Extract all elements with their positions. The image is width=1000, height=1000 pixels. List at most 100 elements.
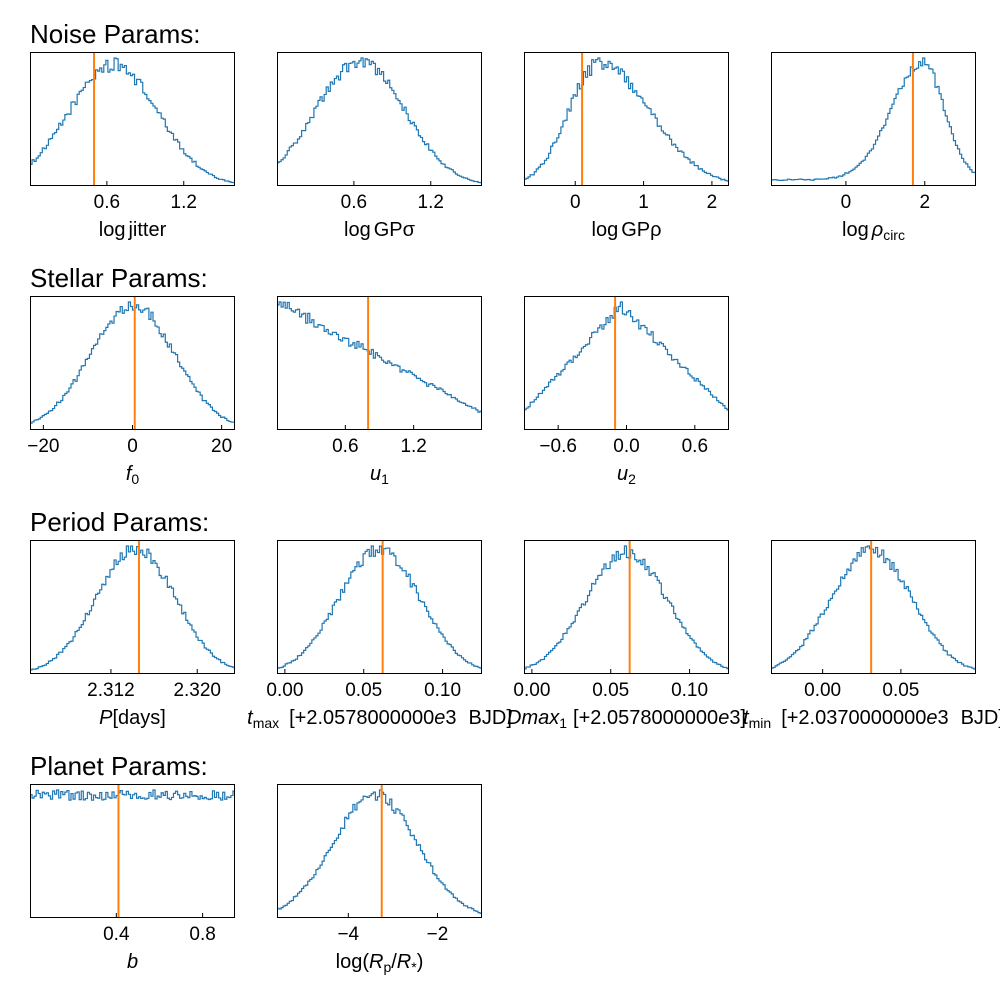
x-axis-label-part: BJD] — [961, 707, 1000, 729]
x-tick-label: 0.05 — [592, 680, 629, 701]
histogram-series — [771, 57, 976, 182]
x-axis-label-part: * — [411, 959, 417, 975]
x-tick-label: 0.05 — [882, 680, 919, 701]
x-tick-label: −2 — [427, 924, 449, 945]
x-axis-label-part: R — [397, 951, 411, 973]
x-tick-label: 0 — [841, 192, 852, 213]
x-axis-label-part: Dmax — [507, 707, 560, 729]
plot-frame — [771, 540, 976, 674]
x-tick-label: 0.05 — [345, 680, 382, 701]
x-axis-label-part: R — [369, 951, 383, 973]
x-axis-label: log jitter — [99, 219, 167, 241]
x-tick-label: 0.0 — [613, 436, 639, 457]
section-title-planet: Planet Params: — [30, 751, 208, 781]
section-title-stellar: Stellar Params: — [30, 263, 208, 293]
histogram-panel: 0 2 log ρcirc — [771, 52, 976, 243]
x-tick-label: 1.2 — [400, 436, 426, 457]
x-axis-label-part: circ — [883, 227, 905, 243]
histogram-panel: 0 1 2 log GPρ — [524, 52, 729, 241]
histogram-panel: 0.00 0.05 tmin [+2.0370000000e3 BJD] — [743, 540, 1000, 731]
section-title-noise: Noise Params: — [30, 19, 201, 49]
x-axis-label: log GPρ — [592, 219, 662, 241]
x-axis-label: P[days] — [99, 707, 166, 729]
x-axis-label-part: ) — [417, 951, 424, 973]
x-tick-label: 20 — [211, 436, 232, 457]
plot-frame — [277, 52, 482, 186]
x-tick-label: 1.2 — [418, 192, 444, 213]
x-tick-label: 0.6 — [332, 436, 358, 457]
x-axis-label-part: GPσ — [374, 219, 416, 241]
x-axis-label: tmin [+2.0370000000e3 BJD] — [743, 707, 1000, 731]
x-axis-label-part: 3 — [937, 707, 948, 729]
plot-frame — [771, 52, 976, 186]
x-tick-label: 0 — [127, 436, 138, 457]
x-axis-label-part: e — [718, 707, 729, 729]
x-axis-label-part: 1 — [381, 471, 389, 487]
x-axis-label-part: t — [743, 707, 750, 729]
x-axis-label: f0 — [126, 463, 140, 487]
plot-frame — [277, 784, 482, 918]
plot-frame — [277, 296, 482, 430]
x-axis-label-part: u — [617, 463, 628, 485]
x-axis-label: log(Rp/R*) — [336, 951, 424, 975]
x-axis-label-part: t — [247, 707, 254, 729]
histogram-panel: −0.6 0.0 0.6 u2 — [524, 296, 729, 487]
histogram-panel: 2.312 2.320 P[days] — [30, 540, 235, 729]
x-tick-label: 0.6 — [94, 192, 120, 213]
x-axis-label: Dmax1 [+2.0578000000e3] — [507, 707, 746, 731]
histogram-panel: 0.4 0.8 b — [30, 784, 235, 973]
x-tick-label: 0 — [570, 192, 581, 213]
x-axis-label-part: 3] — [729, 707, 746, 729]
x-axis-label-part: log — [344, 219, 371, 241]
x-tick-label: 0.10 — [671, 680, 708, 701]
x-tick-label: 0.00 — [513, 680, 550, 701]
plot-frame — [524, 540, 729, 674]
x-tick-label: −4 — [337, 924, 359, 945]
x-axis-label-part: jitter — [127, 219, 166, 241]
x-tick-label: 0.00 — [804, 680, 841, 701]
plot-frame — [524, 52, 729, 186]
x-tick-label: 0.6 — [682, 436, 708, 457]
x-axis-label-part: [days] — [112, 707, 165, 729]
x-tick-label: 0.10 — [424, 680, 461, 701]
section-title-period: Period Params: — [30, 507, 210, 537]
x-axis-label-part: GPρ — [621, 219, 661, 241]
histogram-series — [524, 545, 729, 670]
x-axis-label-part: e — [434, 707, 445, 729]
x-axis-label-part: [+2.0578000000 — [289, 707, 434, 729]
x-axis-label-part: [+2.0370000000 — [781, 707, 926, 729]
x-axis-label: log ρcirc — [842, 219, 905, 243]
x-axis-label-part: p — [383, 959, 391, 975]
plot-frame — [30, 296, 235, 430]
histogram-series — [277, 545, 482, 669]
histogram-panel: 0.00 0.05 0.10 Dmax1 [+2.0578000000e3] — [507, 540, 746, 731]
x-axis-label-part: log( — [336, 951, 370, 973]
x-axis-label: u1 — [370, 463, 389, 487]
x-axis-label-part: log — [592, 219, 619, 241]
x-axis-label-part: 1 — [559, 715, 567, 731]
x-axis-label-part: log — [842, 219, 869, 241]
histogram-panel: 0.6 1.2 u1 — [277, 296, 482, 487]
histogram-series — [277, 789, 482, 914]
plot-frame — [524, 296, 729, 430]
x-axis-label-part: / — [391, 951, 397, 973]
x-tick-label: 2 — [707, 192, 718, 213]
x-axis-label-part: log — [99, 219, 126, 241]
x-tick-label: 1.2 — [171, 192, 197, 213]
x-axis-label-part: f — [126, 463, 134, 485]
histogram-series — [30, 545, 235, 671]
x-tick-label: 2 — [919, 192, 930, 213]
x-tick-label: 2.312 — [87, 680, 135, 701]
plot-frame — [30, 52, 235, 186]
histogram-series — [30, 789, 235, 801]
histogram-series — [524, 57, 729, 182]
x-axis-label: tmax [+2.0578000000e3 BJD] — [247, 707, 512, 731]
x-tick-label: 0.8 — [189, 924, 215, 945]
histogram-panel: 0.00 0.05 0.10 tmax [+2.0578000000e3 BJD] — [247, 540, 512, 731]
histogram-series — [771, 545, 976, 670]
plot-frame — [30, 784, 235, 918]
